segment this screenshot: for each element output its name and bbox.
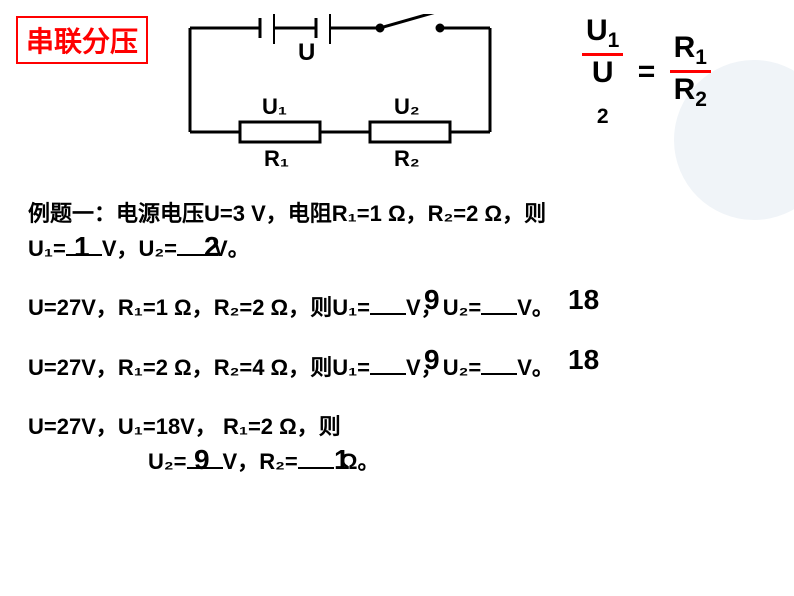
- p4-l2-b: V，R₂=: [223, 449, 298, 474]
- problem-3: U=27V，R₁=2 Ω，R₂=4 Ω，则U₁=V，U₂=V。 9 18: [28, 350, 768, 385]
- p4-ans1: 9: [194, 438, 210, 483]
- p3-c: V。: [517, 355, 554, 380]
- circuit-label-U1: U₁: [262, 94, 287, 119]
- formula-R2: R: [674, 73, 696, 106]
- formula-R1: R: [674, 31, 696, 64]
- p2-b: V，U₂=: [406, 295, 481, 320]
- p3-b: V，U₂=: [406, 355, 481, 380]
- p1-line1: 例题一：电源电压U=3 V，电阻R₁=1 Ω，R₂=2 Ω，则: [28, 201, 546, 226]
- p3-blank1: [370, 373, 406, 375]
- formula-U1: U: [586, 14, 608, 47]
- p1-ans1: 1: [74, 225, 90, 270]
- p2-ans2: 18: [568, 278, 599, 323]
- formula-right-frac: R1 R2: [670, 31, 711, 112]
- problem-2: U=27V，R₁=1 Ω，R₂=2 Ω，则U₁=V，U₂=V。 9 18: [28, 290, 768, 325]
- p2-c: V。: [517, 295, 554, 320]
- problem-4: U=27V，U₁=18V， R₁=2 Ω，则 U₂=V，R₂= Ω。 9 1: [28, 409, 768, 479]
- p1-ans2: 2: [204, 225, 220, 270]
- circuit-label-U: U: [298, 39, 315, 66]
- formula-R1-sub: 1: [695, 46, 707, 69]
- formula-R2-sub: 2: [695, 88, 707, 111]
- formula-U1-sub: 1: [608, 29, 620, 52]
- p2-blank1: [370, 313, 406, 315]
- circuit-label-R2: R₂: [394, 146, 420, 171]
- p3-a: U=27V，R₁=2 Ω，R₂=4 Ω，则U₁=: [28, 355, 370, 380]
- p2-a: U=27V，R₁=1 Ω，R₂=2 Ω，则U₁=: [28, 295, 370, 320]
- circuit-diagram: U U₁ U₂ R₁ R₂: [180, 14, 500, 174]
- p2-ans1: 9: [424, 278, 440, 323]
- content: 例题一：电源电压U=3 V，电阻R₁=1 Ω，R₂=2 Ω，则 U₁= V，U₂=…: [28, 196, 768, 491]
- formula-U2: U: [592, 56, 614, 89]
- p3-ans1: 9: [424, 338, 440, 383]
- p4-ans2: 1: [334, 438, 350, 483]
- title-text: 串联分压: [26, 26, 138, 57]
- p1-l2-b: V，U₂=: [102, 236, 177, 261]
- p1-l2-a: U₁=: [28, 236, 66, 261]
- p4-blank2: [298, 467, 334, 469]
- problem-1: 例题一：电源电压U=3 V，电阻R₁=1 Ω，R₂=2 Ω，则 U₁= V，U₂=…: [28, 196, 768, 266]
- p3-blank2: [481, 373, 517, 375]
- p4-line1: U=27V，U₁=18V， R₁=2 Ω，则: [28, 414, 341, 439]
- p4-l2-a: U₂=: [148, 449, 187, 474]
- circuit-label-R1: R₁: [264, 146, 289, 171]
- formula-left-frac: U1 U2: [582, 14, 623, 129]
- formula: U1 U2 = R1 R2: [582, 14, 711, 129]
- formula-equals: =: [638, 55, 656, 89]
- p3-ans2: 18: [568, 338, 599, 383]
- title-box: 串联分压: [16, 16, 148, 64]
- formula-U2-sub: 2: [597, 105, 609, 128]
- p2-blank2: [481, 313, 517, 315]
- circuit-label-U2: U₂: [394, 94, 420, 119]
